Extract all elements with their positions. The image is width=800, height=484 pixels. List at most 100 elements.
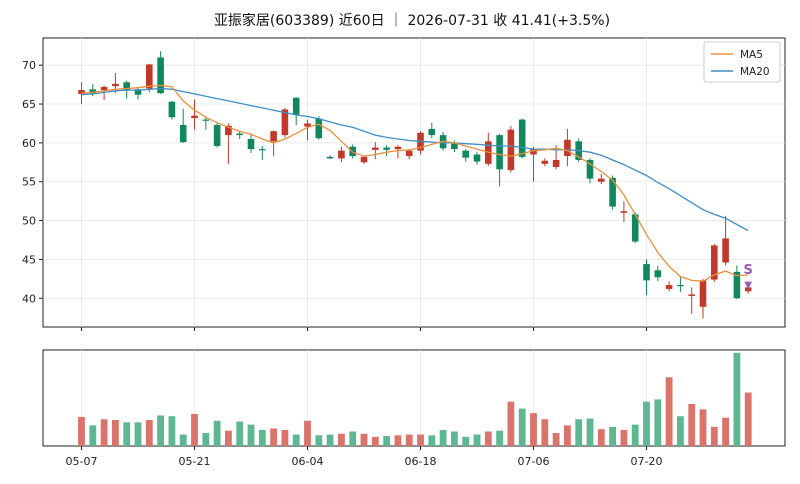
candle-body <box>530 149 537 155</box>
sell-signal-label: S <box>744 263 753 278</box>
price-panel-frame <box>42 37 786 328</box>
volume-bar <box>134 422 142 446</box>
volume-grid <box>81 350 647 446</box>
volume-bar <box>541 419 549 446</box>
volume-bar <box>722 417 729 446</box>
candle-body <box>89 89 97 94</box>
volume-bar <box>733 352 741 446</box>
price-tick-label: 65 <box>22 98 36 111</box>
chart-title: 亚振家居(603389) 近60日 ｜ 2026-07-31 收 41.41(+… <box>214 12 610 29</box>
candle-body <box>360 156 368 163</box>
volume-bar <box>575 419 583 446</box>
candle-body <box>496 135 503 170</box>
volume-bar <box>157 415 164 446</box>
candle-body <box>552 159 560 167</box>
volume-bar <box>609 426 616 446</box>
candle-body <box>270 131 277 142</box>
candle-body <box>451 143 458 150</box>
x-tick-label: 07-20 <box>631 455 663 468</box>
candle-body <box>541 160 549 164</box>
volume-bar <box>168 416 176 446</box>
date-x-axis: 05-07 05-21 06-04 06-18 07-06 07-20 <box>66 327 663 468</box>
volume-bar <box>191 413 198 446</box>
candle-body <box>236 133 243 136</box>
candle-body <box>711 245 718 280</box>
price-tick-label: 40 <box>22 292 36 305</box>
volume-bar <box>112 420 119 446</box>
ma5-line <box>81 84 749 282</box>
sell-signal-marker: S ▼ <box>744 263 753 291</box>
candle-body <box>733 271 741 299</box>
volume-bar <box>710 426 718 446</box>
candle-body <box>315 118 323 139</box>
candle-body <box>507 129 515 171</box>
price-tick-label: 70 <box>22 59 36 72</box>
candle-body <box>564 139 571 157</box>
volume-bar <box>530 413 537 446</box>
volume-bar <box>326 434 334 446</box>
candle-body <box>677 285 684 287</box>
candle-body <box>304 123 311 127</box>
volume-bar <box>349 431 357 446</box>
volume-bar <box>473 434 481 446</box>
volume-bar <box>654 399 662 446</box>
price-tick-label: 45 <box>22 253 36 266</box>
volume-panel: 05-07 05-21 06-04 06-18 07-06 07-20 <box>42 327 786 468</box>
candle-body <box>112 83 119 87</box>
sell-signal-arrow-icon: ▼ <box>744 280 752 291</box>
volume-bar <box>202 433 210 446</box>
candle-body <box>609 177 616 207</box>
legend-ma20-label: MA20 <box>740 66 770 78</box>
volume-bar <box>484 431 492 446</box>
candle-body <box>428 128 436 136</box>
candle-body <box>326 156 334 159</box>
candle-body <box>225 125 232 136</box>
candle-body <box>100 86 108 91</box>
candle-body <box>405 150 413 157</box>
volume-bar <box>439 429 447 446</box>
price-tick-label: 60 <box>22 137 36 150</box>
x-tick-label: 06-18 <box>405 455 437 468</box>
candle-body <box>586 159 594 179</box>
price-panel: 40 45 50 55 60 65 70 S ▼ MA5 MA20 <box>22 37 786 328</box>
volume-bar <box>394 435 402 446</box>
volume-bar <box>462 436 470 446</box>
candle-body <box>643 264 650 281</box>
volume-bar <box>744 392 752 446</box>
candle-body <box>123 82 130 91</box>
volume-bar <box>304 420 311 446</box>
x-tick-label: 07-06 <box>518 455 550 468</box>
candle-body <box>598 178 605 182</box>
candle-body <box>247 138 255 150</box>
volume-bar <box>247 424 255 446</box>
candle-body <box>202 119 210 121</box>
volume-bar <box>123 422 131 446</box>
candle-body <box>744 287 752 292</box>
volume-bar <box>496 430 503 446</box>
x-tick-label: 05-21 <box>179 455 211 468</box>
candle-body <box>134 89 142 95</box>
candle-body <box>168 101 176 118</box>
candle-body <box>518 119 526 157</box>
volume-panel-frame <box>42 349 786 447</box>
volume-bar <box>665 377 673 446</box>
candle-body <box>338 150 345 159</box>
volume-bar <box>100 419 108 446</box>
volume-bar <box>552 433 560 446</box>
volume-bar <box>383 436 390 446</box>
candle-body <box>620 211 628 213</box>
candle-body <box>259 149 266 151</box>
volume-bar <box>89 425 97 446</box>
candle-body <box>383 147 390 150</box>
candle-body <box>665 285 673 289</box>
volume-bar <box>258 429 266 446</box>
volume-bar <box>428 435 436 446</box>
candle-body <box>394 146 402 150</box>
candle-body <box>631 214 639 242</box>
volume-bar <box>270 428 277 446</box>
volume-bar <box>631 424 639 446</box>
candle-body <box>179 125 187 143</box>
volume-bar <box>78 416 85 446</box>
candle-body <box>372 147 379 150</box>
candle-body <box>722 238 729 263</box>
